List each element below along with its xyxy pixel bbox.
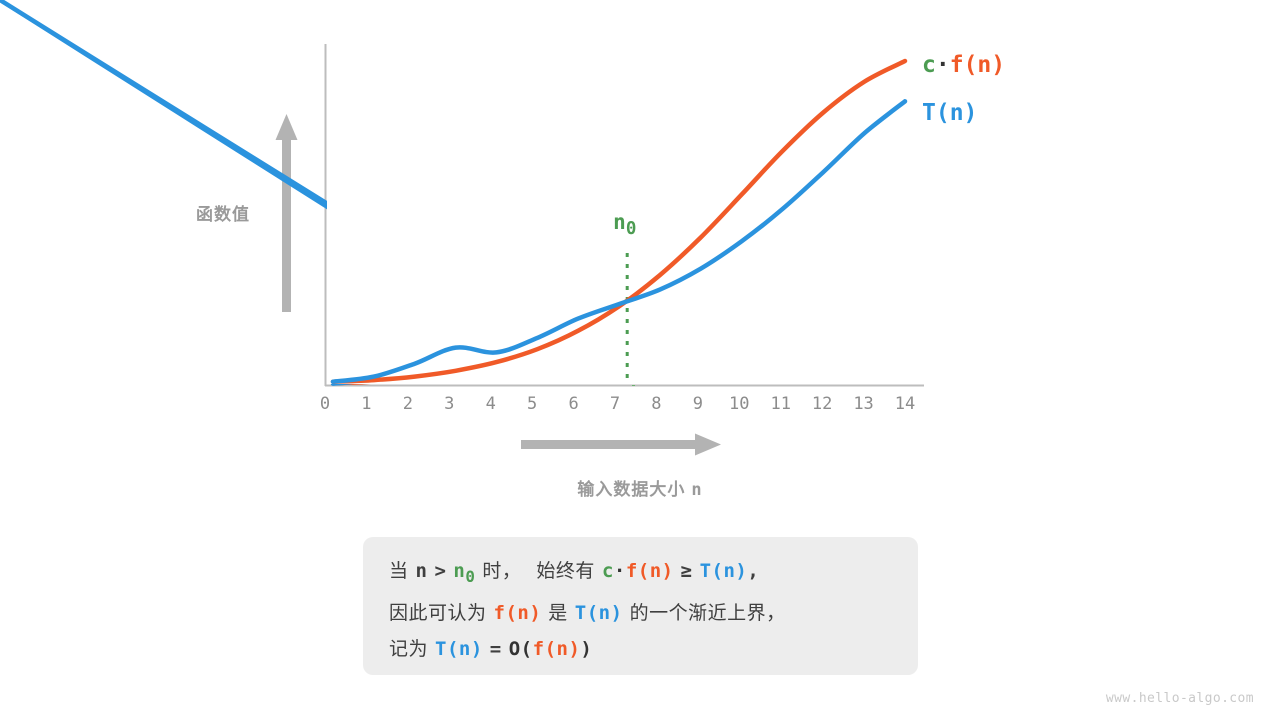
caption-l1-fn: f(n)	[625, 560, 674, 582]
n0-subscript: 0	[625, 219, 637, 240]
x-tick-6: 6	[568, 394, 579, 414]
x-axis-label-variable: n	[691, 480, 703, 500]
x-tick-8: 8	[651, 394, 662, 414]
legend-dot: ·	[935, 52, 950, 78]
x-axis-label: 输入数据大小 n	[470, 475, 810, 500]
caption-l1-comma: ,	[747, 560, 760, 582]
caption-l3-fn: f(n)	[532, 637, 581, 660]
y-axis-label: 函数值	[196, 205, 250, 225]
x-tick-0: 0	[319, 394, 331, 414]
x-tick-7: 7	[609, 394, 621, 414]
legend-label-c-f-n: c·f(n)	[922, 52, 1005, 78]
caption-l1-tn: T(n)	[699, 560, 748, 582]
x-tick-labels: 0 1 2 3 4 5 6 7 8 9 10 11 12 13 14	[320, 394, 915, 420]
caption-l3-eq: =	[489, 637, 502, 660]
x-tick-1: 1	[361, 394, 372, 414]
caption-l1-always: 始终有	[536, 560, 595, 582]
x-tick-14: 14	[894, 394, 916, 414]
caption-l3-o-close: )	[580, 637, 593, 660]
caption-line-1: 当 n > n0 时， 始终有 c·f(n) ≥ T(n),	[389, 553, 892, 595]
n0-base: n	[613, 210, 626, 234]
caption-l2-e: 的一个渐近上界，	[629, 601, 786, 624]
caption-l1-gt: >	[434, 560, 447, 582]
caption-l3-o-open: O(	[508, 637, 533, 660]
x-tick-4: 4	[485, 394, 496, 414]
caption-line-3: 记为 T(n) = O(f(n))	[389, 631, 892, 667]
caption-l1-a: 当	[389, 560, 409, 582]
x-tick-2: 2	[402, 394, 413, 414]
caption-l2-a: 因此可认为	[389, 601, 487, 624]
caption-line-2: 因此可认为 f(n) 是 T(n) 的一个渐近上界，	[389, 595, 892, 631]
x-tick-5: 5	[527, 394, 538, 414]
x-tick-12: 12	[811, 394, 833, 414]
caption-l2-fn: f(n)	[493, 601, 542, 624]
x-direction-arrow	[521, 433, 721, 456]
watermark: www.hello-algo.com	[1105, 691, 1254, 706]
caption-l1-geq: ≥	[680, 560, 693, 582]
caption-l1-n: n	[415, 560, 428, 582]
legend-label-t-n: T(n)	[922, 100, 978, 126]
x-tick-13: 13	[853, 394, 874, 414]
caption-l1-shi: 时，	[482, 560, 522, 582]
y-direction-arrow	[275, 114, 298, 312]
caption-l2-shi: 是	[548, 601, 568, 624]
x-tick-11: 11	[770, 394, 791, 414]
caption-l1-c: c	[601, 560, 614, 582]
x-tick-3: 3	[444, 394, 455, 414]
caption-l2-tn: T(n)	[574, 601, 623, 624]
caption-box: 当 n > n0 时， 始终有 c·f(n) ≥ T(n), 因此可认为 f(n) 是 T(n) 的一个…	[363, 537, 918, 675]
curve-t-n-visible	[330, 99, 908, 384]
n0-annotation-label: n0	[613, 210, 636, 239]
caption-l1-dot: ·	[613, 560, 626, 582]
legend-f-n: f(n)	[949, 52, 1006, 78]
caption-l1-n0: n0	[453, 560, 476, 586]
caption-l3-a: 记为	[389, 637, 429, 660]
x-axis-label-text: 输入数据大小	[577, 480, 686, 500]
caption-l3-tn: T(n)	[435, 637, 483, 660]
x-tick-10: 10	[729, 394, 750, 414]
x-tick-9: 9	[692, 394, 703, 414]
legend-c: c	[922, 52, 936, 78]
